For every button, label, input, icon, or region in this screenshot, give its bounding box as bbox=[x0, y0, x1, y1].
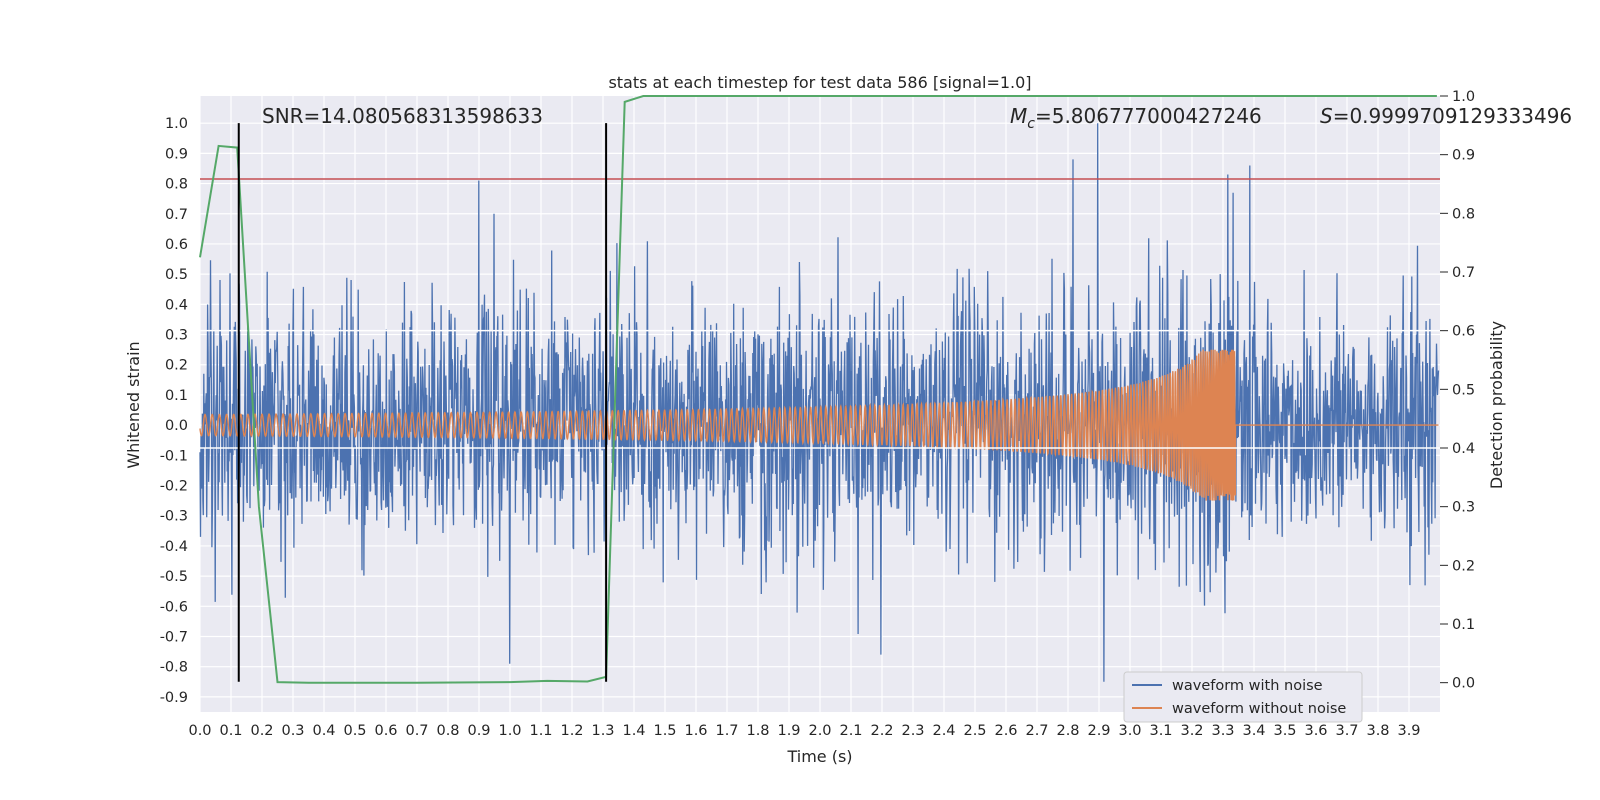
y-tick-label: 0.5 bbox=[165, 267, 188, 283]
x-tick-label: 3.0 bbox=[1118, 723, 1141, 739]
snr-annotation: SNR=14.080568313598633 bbox=[262, 104, 543, 128]
x-tick-label: 3.7 bbox=[1335, 723, 1358, 739]
x-tick-label: 1.6 bbox=[684, 723, 707, 739]
mc-symbol: M bbox=[1010, 104, 1027, 128]
x-tick-label: 1.9 bbox=[777, 723, 800, 739]
y-tick-label: 0.4 bbox=[165, 297, 188, 313]
y-tick-label: -0.6 bbox=[160, 599, 188, 615]
x-tick-label: 3.9 bbox=[1397, 723, 1420, 739]
x-tick-label: 0.8 bbox=[436, 723, 459, 739]
y-tick-label: 0.1 bbox=[165, 388, 188, 404]
y-tick-label: -0.7 bbox=[160, 630, 188, 646]
y2-tick-label: 0.6 bbox=[1452, 324, 1475, 340]
x-tick-label: 3.3 bbox=[1211, 723, 1234, 739]
y2-tick-label: 0.4 bbox=[1452, 441, 1475, 457]
x-tick-label: 2.3 bbox=[901, 723, 924, 739]
x-tick-label: 2.6 bbox=[994, 723, 1017, 739]
x-tick-label: 1.7 bbox=[715, 723, 738, 739]
y-tick-label: 0.8 bbox=[165, 177, 188, 193]
legend-label-noisy: waveform with noise bbox=[1172, 678, 1323, 694]
series-waveform-without-noise bbox=[199, 349, 1439, 501]
chart-title: stats at each timestep for test data 586… bbox=[608, 73, 1031, 92]
x-tick-label: 1.3 bbox=[591, 723, 614, 739]
x-tick-label: 0.2 bbox=[250, 723, 273, 739]
mc-annotation: Mc=5.806777000427246 bbox=[1010, 104, 1262, 132]
x-tick-label: 0.3 bbox=[281, 723, 304, 739]
x-tick-label: 0.7 bbox=[405, 723, 428, 739]
y-tick-label: -0.5 bbox=[160, 569, 188, 585]
y-tick-label: 0.0 bbox=[165, 418, 188, 434]
x-tick-label: 0.1 bbox=[219, 723, 242, 739]
x-tick-label: 1.0 bbox=[498, 723, 521, 739]
y-tick-label: -0.4 bbox=[160, 539, 188, 555]
y-tick-label: 0.9 bbox=[165, 146, 188, 162]
y-tick-label: 0.3 bbox=[165, 328, 188, 344]
x-tick-label: 1.4 bbox=[622, 723, 645, 739]
s-annotation: S=0.9999709129333496 bbox=[1320, 104, 1572, 128]
y-tick-label: -0.3 bbox=[160, 509, 188, 525]
s-value: =0.9999709129333496 bbox=[1333, 104, 1572, 128]
y2-tick-label: 0.3 bbox=[1452, 500, 1475, 516]
y-tick-label: -0.9 bbox=[160, 690, 188, 706]
y-tick-label: -0.2 bbox=[160, 479, 188, 495]
mc-subscript: c bbox=[1027, 116, 1035, 132]
y2-tick-label: 0.9 bbox=[1452, 148, 1475, 164]
x-tick-label: 3.2 bbox=[1180, 723, 1203, 739]
mc-value: =5.806777000427246 bbox=[1035, 104, 1262, 128]
x-tick-label: 1.1 bbox=[529, 723, 552, 739]
legend-box bbox=[1123, 671, 1363, 723]
y-tick-label: 0.2 bbox=[165, 358, 188, 374]
x-tick-label: 3.6 bbox=[1304, 723, 1327, 739]
legend: waveform with noise waveform without noi… bbox=[1123, 671, 1363, 723]
x-tick-label: 2.8 bbox=[1056, 723, 1079, 739]
x-tick-label: 2.9 bbox=[1087, 723, 1110, 739]
x-axis-label: Time (s) bbox=[786, 747, 852, 766]
y-axis-label: Whitened strain bbox=[124, 341, 143, 468]
y2-axis-label: Detection probability bbox=[1487, 321, 1506, 489]
y-tick-label: -0.1 bbox=[160, 448, 188, 464]
y2-tick-label: 0.8 bbox=[1452, 206, 1475, 222]
y2-tick-label: 0.0 bbox=[1452, 676, 1475, 692]
x-tick-label: 1.5 bbox=[653, 723, 676, 739]
y2-tick-label: 0.2 bbox=[1452, 558, 1475, 574]
y2-tick-label: 1.0 bbox=[1452, 89, 1475, 105]
y-tick-label: 1.0 bbox=[165, 116, 188, 132]
ticks: 0.0 0.1 0.2 0.3 0.4 0.5 0.6 0.7 0.8 0.9 1.0 1.1 1.2 1… bbox=[160, 89, 1475, 739]
x-tick-label: 3.8 bbox=[1366, 723, 1389, 739]
y-tick-label: 0.6 bbox=[165, 237, 188, 253]
series-layer bbox=[199, 95, 1440, 684]
series-detection-probability bbox=[199, 95, 1437, 684]
x-tick-label: 0.6 bbox=[374, 723, 397, 739]
x-tick-label: 2.0 bbox=[808, 723, 831, 739]
legend-label-clean: waveform without noise bbox=[1172, 701, 1346, 717]
y2-tick-label: 0.5 bbox=[1452, 382, 1475, 398]
x-tick-label: 0.9 bbox=[467, 723, 490, 739]
x-tick-label: 2.4 bbox=[932, 723, 955, 739]
y2-tick-label: 0.7 bbox=[1452, 265, 1475, 281]
x-tick-label: 3.4 bbox=[1242, 723, 1265, 739]
x-tick-label: 2.7 bbox=[1025, 723, 1048, 739]
x-tick-label: 3.1 bbox=[1149, 723, 1172, 739]
x-tick-label: 2.1 bbox=[839, 723, 862, 739]
x-tick-label: 0.5 bbox=[343, 723, 366, 739]
x-tick-label: 1.2 bbox=[560, 723, 583, 739]
x-tick-label: 0.4 bbox=[312, 723, 335, 739]
s-symbol: S bbox=[1320, 104, 1333, 128]
y2-tick-label: 0.1 bbox=[1452, 617, 1475, 633]
y-tick-label: 0.7 bbox=[165, 207, 188, 223]
x-tick-label: 1.8 bbox=[746, 723, 769, 739]
x-tick-label: 2.2 bbox=[870, 723, 893, 739]
x-tick-label: 2.5 bbox=[963, 723, 986, 739]
y-tick-label: -0.8 bbox=[160, 660, 188, 676]
x-tick-label: 0.0 bbox=[188, 723, 211, 739]
x-tick-label: 3.5 bbox=[1273, 723, 1296, 739]
